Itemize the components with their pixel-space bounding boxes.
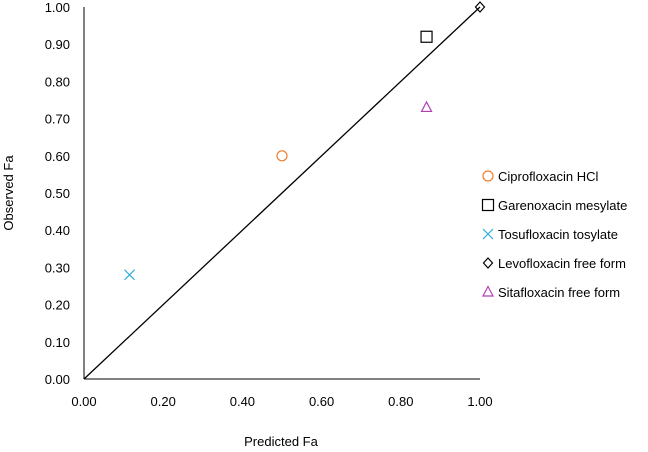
y-tick-label: 0.30 (45, 260, 70, 275)
y-tick-label: 0.20 (45, 298, 70, 313)
data-point-sitafloxacin-free-form (420, 100, 433, 113)
x-axis-title: Predicted Fa (244, 434, 318, 449)
y-tick-label: 0.90 (45, 37, 70, 52)
x-tick-label: 0.20 (151, 394, 176, 409)
data-points (124, 1, 486, 281)
legend-marker-circle (482, 170, 494, 182)
x-tick-label: 1.00 (467, 394, 492, 409)
legend-item: Garenoxacin mesylate (481, 198, 627, 213)
legend-marker-diamond (482, 257, 494, 269)
y-tick-label: 0.60 (45, 149, 70, 164)
y-tick-label: 0.00 (45, 372, 70, 387)
y-tick-label: 0.50 (45, 186, 70, 201)
legend-item: Ciprofloxacin HCl (482, 169, 599, 184)
legend-label: Garenoxacin mesylate (498, 198, 627, 213)
axes (83, 7, 480, 380)
legend-item: Sitafloxacin free form (482, 285, 620, 300)
data-point-ciprofloxacin-hcl (276, 150, 288, 162)
legend-item: Levofloxacin free form (482, 256, 626, 271)
legend-marker-square (481, 198, 495, 212)
data-point-garenoxacin-mesylate (420, 30, 433, 43)
legend-marker-triangle (482, 285, 494, 297)
legend-label: Levofloxacin free form (498, 256, 626, 271)
legend-item: Tosufloxacin tosylate (482, 227, 618, 242)
y-tick-label: 0.80 (45, 74, 70, 89)
x-tick-label: 0.40 (230, 394, 255, 409)
identity-reference-line (83, 6, 481, 380)
data-point-levofloxacin-free-form (474, 1, 486, 13)
y-tick-label: 0.40 (45, 223, 70, 238)
legend-label: Sitafloxacin free form (498, 285, 620, 300)
y-axis-title: Observed Fa (1, 155, 16, 231)
data-point-tosufloxacin-tosylate (124, 269, 135, 281)
x-tick-labels: 0.00 0.20 0.40 0.60 0.80 1.00 (71, 394, 492, 409)
x-tick-label: 0.60 (309, 394, 334, 409)
legend: Ciprofloxacin HCl Garenoxacin mesylate Tos… (481, 169, 627, 300)
legend-marker-x (482, 228, 494, 240)
legend-label: Tosufloxacin tosylate (498, 227, 618, 242)
y-tick-label: 0.70 (45, 112, 70, 127)
x-tick-label: 0.00 (71, 394, 96, 409)
y-tick-label: 0.10 (45, 335, 70, 350)
y-tick-labels: 0.00 0.10 0.20 0.30 0.40 0.50 0.60 0.70 0.80 0.90… (45, 0, 70, 387)
y-tick-label: 1.00 (45, 0, 70, 15)
x-tick-label: 0.80 (388, 394, 413, 409)
legend-label: Ciprofloxacin HCl (498, 169, 599, 184)
